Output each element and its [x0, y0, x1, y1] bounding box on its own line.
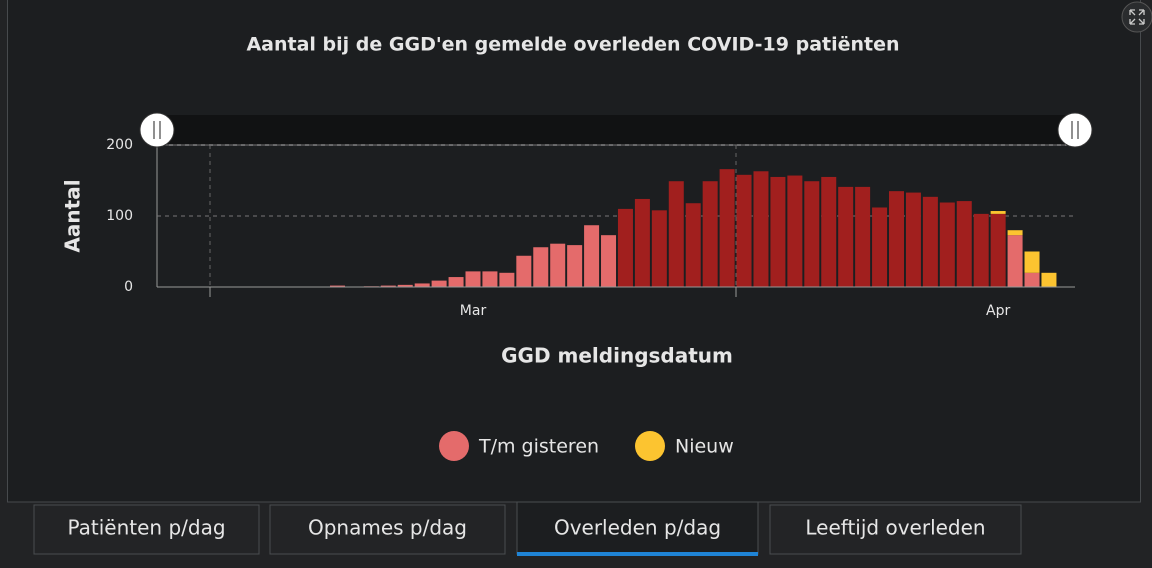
tab-active-indicator[interactable]	[517, 552, 758, 556]
bar	[584, 225, 600, 287]
slider-handle[interactable]	[1057, 112, 1093, 148]
slider-handle-left[interactable]	[139, 112, 175, 148]
bar	[465, 271, 481, 287]
bar	[550, 243, 566, 287]
y-tick-label: 100	[106, 208, 133, 224]
bar	[380, 285, 396, 287]
bar	[1024, 272, 1040, 287]
bar	[872, 207, 888, 287]
bar	[499, 272, 515, 287]
tab[interactable]: Overleden p/dag	[516, 501, 759, 556]
bar	[1024, 251, 1040, 273]
bar	[838, 186, 854, 287]
legend-swatch	[635, 431, 665, 461]
tab[interactable]: Leeftijd overleden	[769, 504, 1022, 555]
bar	[1007, 230, 1023, 236]
bar	[482, 271, 498, 287]
bar	[1007, 235, 1023, 287]
tab-box[interactable]	[769, 504, 1022, 555]
bar	[990, 213, 1006, 287]
bar	[770, 176, 786, 287]
bar	[855, 186, 871, 287]
bar	[431, 280, 447, 287]
tab-label[interactable]: Leeftijd overleden	[805, 516, 985, 540]
bar	[617, 208, 633, 287]
bar	[397, 284, 413, 287]
bar	[973, 213, 989, 287]
tab-label[interactable]: Overleden p/dag	[554, 516, 721, 540]
slider-handle[interactable]	[139, 112, 175, 148]
tabs: Patiënten p/dag Opnames p/dag Overleden p/…	[33, 501, 1022, 556]
legend-swatch	[439, 431, 469, 461]
bar	[651, 210, 667, 287]
bar	[821, 176, 837, 287]
expand-icon[interactable]	[1129, 9, 1145, 25]
expand-button[interactable]	[1121, 1, 1152, 33]
bar	[601, 235, 617, 287]
tab-label[interactable]: Opnames p/dag	[308, 516, 467, 540]
bar	[719, 169, 735, 287]
y-axis-label: Aantal	[61, 179, 85, 252]
bar	[939, 202, 955, 287]
legend-label: T/m gisteren	[478, 436, 599, 458]
slider-handle-right[interactable]	[1057, 112, 1093, 148]
x-tick-label: Apr	[986, 303, 1010, 319]
bar	[804, 181, 820, 287]
bar	[685, 203, 701, 287]
chart-title: Aantal bij de GGD'en gemelde overleden C…	[246, 34, 899, 56]
bar	[668, 181, 684, 287]
tab-box[interactable]	[33, 504, 260, 555]
bar	[736, 174, 752, 287]
bar	[414, 283, 430, 287]
range-slider[interactable]	[157, 115, 1075, 145]
bar	[634, 198, 650, 287]
bar	[448, 277, 464, 287]
bar	[567, 245, 583, 287]
bar	[516, 255, 532, 287]
plot: 0 100 200 Mar Apr	[106, 137, 1075, 319]
handle-grip[interactable]	[1071, 121, 1079, 139]
legend: T/m gisteren Nieuw	[439, 431, 734, 461]
tab[interactable]: Patiënten p/dag	[33, 504, 260, 555]
handle-grip[interactable]	[153, 121, 161, 139]
bar	[922, 196, 938, 287]
tab-box[interactable]	[269, 504, 506, 555]
bar	[329, 285, 345, 287]
bar	[1041, 272, 1057, 287]
x-axis-label: GGD meldingsdatum	[501, 344, 733, 368]
bar	[956, 201, 972, 287]
bar	[787, 175, 803, 287]
tab[interactable]: Opnames p/dag	[269, 504, 506, 555]
tab-box[interactable]	[516, 501, 759, 555]
expand-circle[interactable]	[1121, 1, 1152, 33]
bar	[533, 247, 549, 287]
y-tick-label: 0	[124, 279, 133, 295]
x-tick-label: Mar	[460, 303, 487, 319]
bar	[702, 181, 718, 287]
bar	[753, 171, 769, 287]
bar	[905, 192, 921, 287]
legend-label: Nieuw	[675, 436, 734, 458]
y-tick-label: 200	[106, 137, 133, 153]
bar	[990, 211, 1006, 214]
tab-label[interactable]: Patiënten p/dag	[67, 516, 225, 540]
bar	[889, 191, 904, 287]
